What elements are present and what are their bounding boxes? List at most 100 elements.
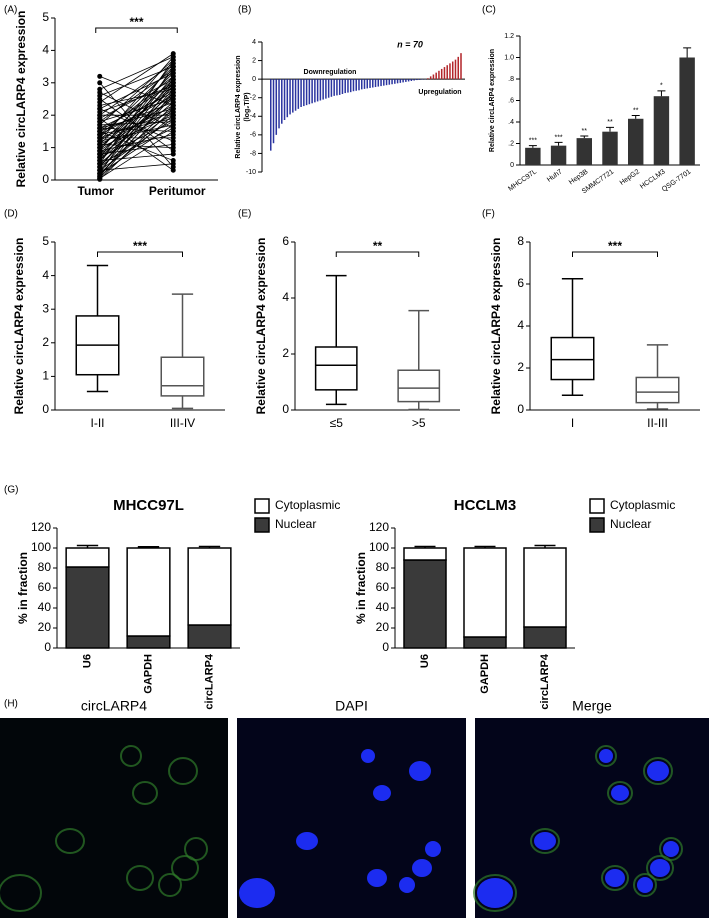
bar xyxy=(366,79,369,89)
pair-line xyxy=(99,153,174,161)
bar xyxy=(372,79,374,88)
pair-line xyxy=(99,56,174,90)
bar xyxy=(272,79,275,144)
cell-nucleus xyxy=(534,832,556,850)
bar xyxy=(416,79,418,81)
cell-green xyxy=(132,781,158,805)
bar-segment xyxy=(187,624,232,649)
cell-green xyxy=(171,855,199,881)
legend-label: Cytoplasmic xyxy=(275,498,340,512)
n-label: n = 70 xyxy=(397,39,423,49)
point xyxy=(97,176,103,182)
y-tick-label: .4 xyxy=(508,119,514,126)
bar-segment xyxy=(65,566,110,649)
point xyxy=(170,57,176,63)
y-tick-label: 0 xyxy=(382,640,389,654)
bar xyxy=(383,79,385,86)
cell-green xyxy=(595,745,617,767)
y-tick-label: 100 xyxy=(31,540,51,554)
bar-segment xyxy=(523,547,567,628)
cell-nucleus xyxy=(611,785,629,801)
y-tick-label: 6 xyxy=(282,234,289,248)
box xyxy=(397,369,441,403)
cell-green xyxy=(607,781,633,805)
y-tick-label: 0 xyxy=(282,402,289,416)
x-tick-label: circLARP4 xyxy=(203,653,215,710)
x-tick-label: Huh7 xyxy=(546,168,564,183)
cell-nucleus xyxy=(477,878,513,908)
pair-line xyxy=(99,85,174,148)
bar xyxy=(374,79,377,88)
y-tick-label: .6 xyxy=(508,97,514,104)
pair-line xyxy=(99,114,174,178)
bar xyxy=(303,79,305,107)
panel-label: (F) xyxy=(482,209,495,220)
y-tick-label: -2 xyxy=(250,95,256,102)
y-tick-label: 5 xyxy=(42,234,49,248)
legend-label: Cytoplasmic xyxy=(610,498,675,512)
point xyxy=(170,161,176,167)
chart-title: MHCC97L xyxy=(113,497,184,514)
bar xyxy=(435,72,437,80)
pair-line xyxy=(99,53,174,103)
significance-label: *** xyxy=(133,239,147,253)
bar xyxy=(292,79,294,113)
bar xyxy=(438,70,440,80)
x-tick-label: GAPDH xyxy=(142,654,154,694)
y-tick-label: -10 xyxy=(246,169,256,176)
box xyxy=(314,346,358,391)
panel-label: (B) xyxy=(238,5,251,16)
bar xyxy=(385,79,388,86)
bar xyxy=(576,138,592,165)
bar xyxy=(460,53,462,80)
bar xyxy=(653,96,670,165)
error-bar xyxy=(631,115,640,119)
bar-segment xyxy=(126,635,171,649)
pair-line xyxy=(99,76,174,135)
y-tick-label: 1 xyxy=(42,140,49,154)
bar-segment xyxy=(463,636,507,649)
panel-label: (H) xyxy=(4,699,18,710)
whisker xyxy=(171,293,194,358)
bar xyxy=(369,79,371,88)
y-axis-label: Relative circLARP4 expression xyxy=(235,55,242,158)
y-tick-label: 0 xyxy=(42,402,49,416)
image-title: Merge xyxy=(572,698,612,714)
cell-green xyxy=(0,874,42,912)
bar xyxy=(278,79,280,129)
bar xyxy=(443,67,446,80)
bar xyxy=(349,79,352,93)
legend-swatch xyxy=(254,498,270,514)
point xyxy=(170,122,176,128)
image-title: DAPI xyxy=(335,698,368,714)
pair-line xyxy=(99,59,174,165)
legend-label: Nuclear xyxy=(610,517,651,531)
x-tick-label: ≤5 xyxy=(330,416,344,430)
bar xyxy=(275,79,278,135)
bar xyxy=(363,79,366,89)
bar xyxy=(322,79,324,100)
y-tick-label: 20 xyxy=(38,620,52,634)
cell-nucleus xyxy=(239,878,275,908)
bar xyxy=(377,79,380,87)
y-tick-label: 120 xyxy=(369,520,389,534)
cell-nucleus xyxy=(425,841,441,857)
bar xyxy=(311,79,313,104)
y-tick-label: 1.2 xyxy=(504,33,514,40)
legend-label: Nuclear xyxy=(275,517,316,531)
bar xyxy=(297,79,300,109)
error-bar xyxy=(683,47,692,58)
bar-segment xyxy=(65,547,110,568)
box xyxy=(550,336,595,381)
point xyxy=(170,64,176,70)
bar xyxy=(333,79,335,96)
pair-line xyxy=(99,82,174,178)
bar xyxy=(319,79,322,101)
legend-swatch xyxy=(589,498,605,514)
bar-segment xyxy=(403,547,447,561)
whisker xyxy=(561,278,584,338)
bar xyxy=(413,79,415,81)
bar xyxy=(305,79,308,106)
cell-green xyxy=(158,873,182,897)
